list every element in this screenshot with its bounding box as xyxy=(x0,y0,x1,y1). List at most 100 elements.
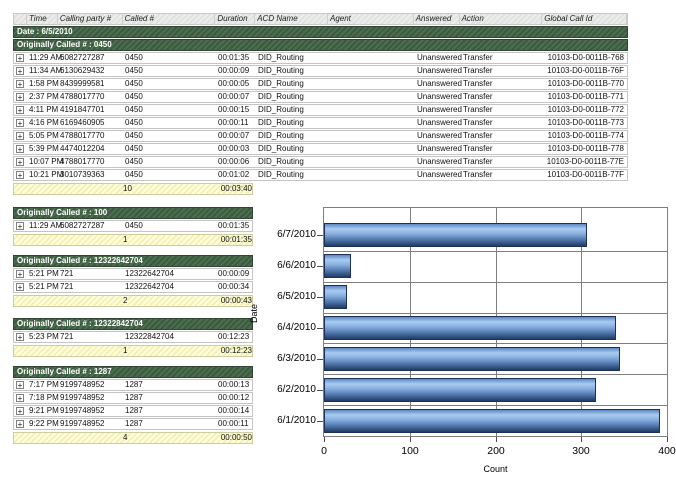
call-row: +5:21 PM 721 12322642704 00:00:34 xyxy=(13,281,253,293)
column-header-action[interactable]: Action xyxy=(460,14,543,24)
gridline-horizontal xyxy=(324,313,667,314)
column-header-time[interactable]: Time xyxy=(27,14,58,24)
expand-row-button[interactable]: + xyxy=(16,170,24,180)
x-tick-label: 400 xyxy=(658,445,676,457)
call-row: +11:29 AM 6082727287 0450 00:01:35 DID_Routi… xyxy=(13,52,628,64)
x-tick-mark xyxy=(581,437,582,442)
column-header-duration[interactable]: Duration xyxy=(215,14,256,24)
column-header-acd-name[interactable]: ACD Name xyxy=(255,14,328,24)
cell-called: 0450 xyxy=(125,53,143,62)
cell-duration: 00:00:05 xyxy=(218,79,250,88)
call-group: Originally Called # : 100 +11:29 AM 608272… xyxy=(13,207,253,246)
cell-global-call-id: 10103-D0-0011B-772 xyxy=(547,105,624,114)
cell-duration: 00:00:09 xyxy=(218,66,250,75)
cell-answered: Unanswered xyxy=(417,144,462,153)
column-header-called[interactable]: Called # xyxy=(123,14,216,24)
y-tick-label: 6/2/2010 xyxy=(277,384,316,395)
group-summary-row: 1 00:01:35 xyxy=(13,234,253,246)
chart-bar xyxy=(324,409,660,433)
cell-calling-party: 4788017770 xyxy=(60,131,105,140)
summary-count: 4 xyxy=(123,433,128,442)
cell-action: Transfer xyxy=(463,79,493,88)
expand-row-button[interactable]: + xyxy=(16,144,24,154)
cell-calling-party: 9199748952 xyxy=(60,419,105,428)
expand-row-button[interactable]: + xyxy=(16,157,24,167)
cell-called: 0450 xyxy=(125,221,143,230)
cell-global-call-id: 10103-D0-0011B-768 xyxy=(547,53,624,62)
expand-row-button[interactable]: + xyxy=(16,66,24,76)
cell-agent xyxy=(329,66,425,76)
cell-global-call-id: 10103-D0-0011B-771 xyxy=(547,92,624,101)
x-tick-mark xyxy=(496,437,497,442)
cell-calling-party: 721 xyxy=(60,269,74,278)
call-group: Originally Called # : 12322642704 +5:21 P… xyxy=(13,255,253,307)
summary-count: 1 xyxy=(123,235,128,244)
cell-answered: Unanswered xyxy=(417,170,462,179)
originally-called-group-header: Originally Called # : 1287 xyxy=(13,366,253,378)
expand-row-button[interactable]: + xyxy=(16,419,24,429)
chart-bar xyxy=(324,316,616,340)
expand-row-button[interactable]: + xyxy=(16,105,24,115)
summary-total-duration: 00:00:43 xyxy=(220,296,252,305)
expand-row-button[interactable]: + xyxy=(16,282,24,292)
cell-acd-name: DID_Routing xyxy=(258,170,304,179)
cell-called: 0450 xyxy=(125,170,143,179)
chart-bar xyxy=(324,254,351,278)
cell-called: 0450 xyxy=(125,79,143,88)
cell-duration: 00:00:11 xyxy=(218,118,249,127)
cell-called: 0450 xyxy=(125,66,143,75)
cell-called: 12322642704 xyxy=(125,269,174,278)
cell-acd-name: DID_Routing xyxy=(258,118,304,127)
expand-row-button[interactable]: + xyxy=(16,92,24,102)
cell-action: Transfer xyxy=(463,157,493,166)
cell-action: Transfer xyxy=(463,105,493,114)
cell-duration: 00:00:07 xyxy=(218,92,250,101)
cell-called: 12322642704 xyxy=(125,282,174,291)
cell-calling-party: 6082727287 xyxy=(60,53,105,62)
expand-row-button[interactable]: + xyxy=(16,53,24,63)
expand-row-button[interactable]: + xyxy=(16,118,24,128)
column-header-calling-party[interactable]: Calling party # xyxy=(58,14,123,24)
cell-action: Transfer xyxy=(463,92,493,101)
cell-calling-party: 6169460905 xyxy=(60,118,105,127)
expand-row-button[interactable]: + xyxy=(16,79,24,89)
chart-bar xyxy=(324,223,587,247)
cell-time: 9:21 PM xyxy=(29,406,59,415)
cell-duration: 00:01:35 xyxy=(218,221,250,230)
cell-time: 5:21 PM xyxy=(29,282,59,291)
expand-row-button[interactable]: + xyxy=(16,332,24,342)
cell-time: 4:11 PM xyxy=(29,105,59,114)
x-tick-mark xyxy=(324,437,325,442)
expand-row-button[interactable]: + xyxy=(16,131,24,141)
cell-answered: Unanswered xyxy=(417,66,462,75)
expand-row-button[interactable]: + xyxy=(16,393,24,403)
column-header-global-call-id[interactable]: Global Call Id xyxy=(542,14,627,24)
group-summary-row: 1 00:12:23 xyxy=(13,345,253,357)
column-header-agent[interactable]: Agent xyxy=(328,14,414,24)
cell-duration: 00:00:07 xyxy=(218,131,250,140)
y-axis-title: Date xyxy=(249,304,259,324)
y-tick-label: 6/5/2010 xyxy=(277,291,316,302)
x-axis-title: Count xyxy=(483,464,508,474)
expand-row-button[interactable]: + xyxy=(16,406,24,416)
expand-row-button[interactable]: + xyxy=(16,221,24,231)
cell-global-call-id: 10103-D0-0011B-77F xyxy=(547,170,624,179)
cell-calling-party: 6130629432 xyxy=(60,66,105,75)
cell-time: 11:29 AM xyxy=(29,53,63,62)
call-row: +7:18 PM 9199748952 1287 00:00:12 xyxy=(13,392,253,404)
cell-duration: 00:00:03 xyxy=(218,144,250,153)
cell-calling-party: 9199748952 xyxy=(60,380,105,389)
cell-answered: Unanswered xyxy=(417,105,462,114)
cell-duration: 00:00:34 xyxy=(218,282,250,291)
x-tick-label: 200 xyxy=(487,445,505,457)
cell-acd-name: DID_Routing xyxy=(258,66,304,75)
cell-answered: Unanswered xyxy=(417,157,462,166)
column-header-expand[interactable] xyxy=(14,14,27,24)
y-tick-mark xyxy=(317,328,323,329)
expand-row-button[interactable]: + xyxy=(16,380,24,390)
column-header-answered[interactable]: Answered xyxy=(414,14,460,24)
cell-calling-party: 4191847701 xyxy=(60,105,105,114)
cell-called: 1287 xyxy=(125,380,143,389)
expand-row-button[interactable]: + xyxy=(16,269,24,279)
call-row: +2:37 PM 4788017770 0450 00:00:07 DID_Routin… xyxy=(13,91,628,103)
